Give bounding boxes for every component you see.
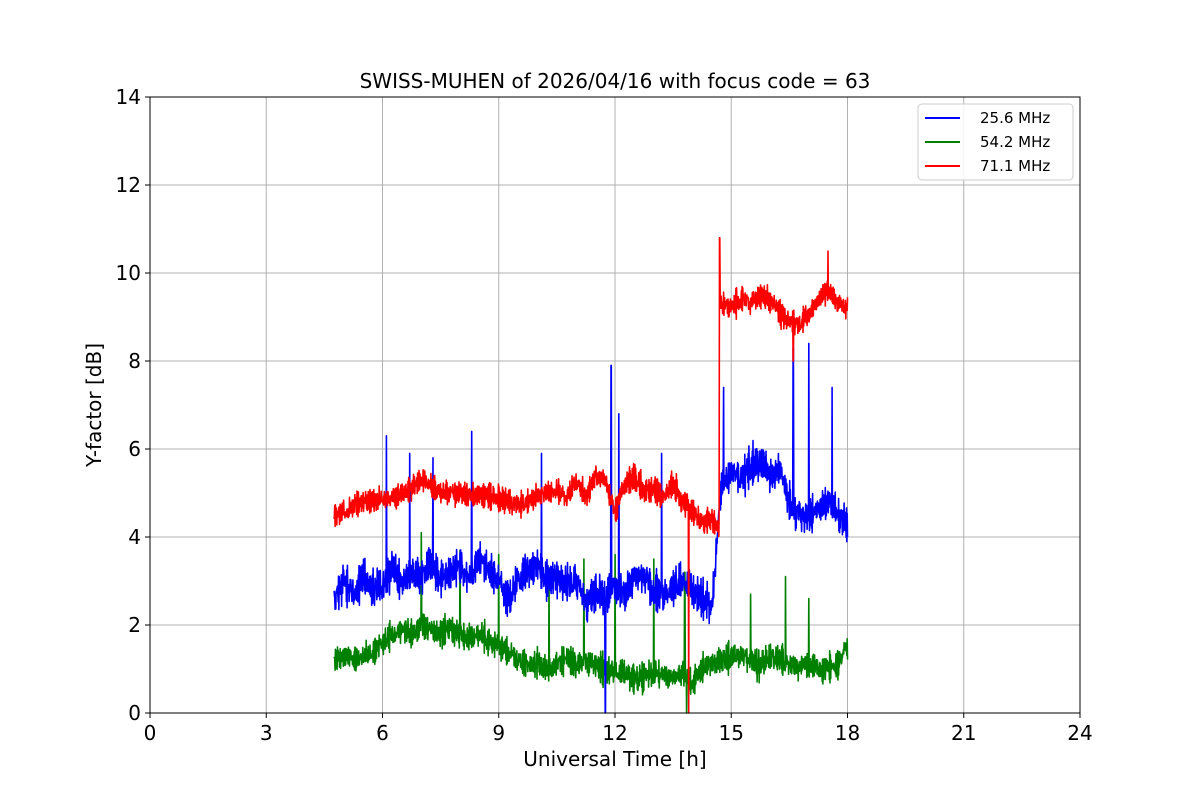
x-tick-label: 3 (260, 721, 273, 745)
y-tick-label: 12 (116, 173, 141, 197)
legend-label: 25.6 MHz (980, 109, 1050, 127)
y-tick-label: 10 (116, 261, 141, 285)
x-axis-label: Universal Time [h] (523, 747, 706, 771)
x-tick-label: 18 (835, 721, 860, 745)
x-tick-label: 15 (719, 721, 744, 745)
x-tick-label: 12 (602, 721, 627, 745)
y-tick-label: 8 (128, 349, 141, 373)
y-tick-label: 4 (128, 525, 141, 549)
x-tick-label: 9 (492, 721, 505, 745)
y-tick-label: 0 (128, 701, 141, 725)
legend-label: 54.2 MHz (980, 133, 1050, 151)
series-line-25-6-mhz (333, 342, 849, 714)
chart-title: SWISS-MUHEN of 2026/04/16 with focus cod… (360, 69, 871, 93)
x-axis-ticks: 0 3 6 9 12 15 18 21 24 (144, 713, 1093, 745)
x-tick-label: 24 (1067, 721, 1092, 745)
series-line-71-1-mhz (333, 237, 849, 714)
y-axis-ticks: 0 2 4 6 8 10 12 14 (116, 85, 150, 725)
legend: 25.6 MHz 54.2 MHz 71.1 MHz (917, 103, 1074, 181)
legend-label: 71.1 MHz (980, 157, 1050, 175)
y-tick-label: 6 (128, 437, 141, 461)
y-tick-label: 2 (128, 613, 141, 637)
legend-box (917, 103, 1074, 181)
x-tick-label: 6 (376, 721, 389, 745)
y-axis-label: Y-factor [dB] (82, 343, 106, 468)
y-tick-label: 14 (116, 85, 141, 109)
series-line-54-2-mhz (333, 531, 849, 714)
series-layer (333, 237, 849, 714)
x-tick-label: 0 (144, 721, 157, 745)
x-tick-label: 21 (951, 721, 976, 745)
